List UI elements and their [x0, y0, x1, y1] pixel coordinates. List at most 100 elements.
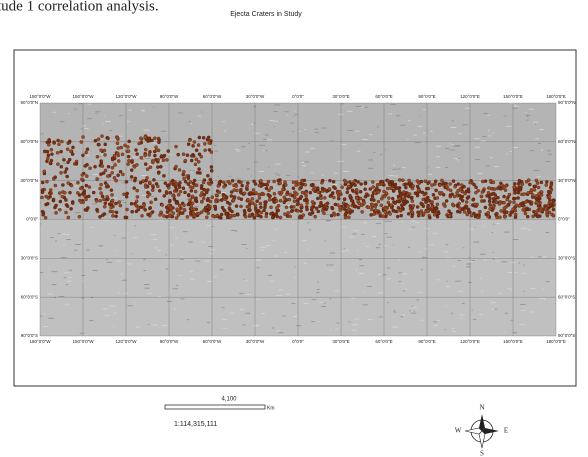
crater-point — [210, 169, 213, 172]
terrain-speck — [402, 315, 405, 316]
crater-point — [467, 190, 470, 193]
terrain-speck — [415, 142, 421, 143]
crater-point — [198, 212, 201, 215]
crater-point — [215, 194, 218, 197]
terrain-speck — [188, 256, 189, 257]
crater-point — [427, 209, 430, 212]
longitude-label: 60°0'0"E — [375, 94, 392, 99]
terrain-speck — [533, 170, 539, 171]
terrain-speck — [223, 328, 228, 329]
crater-point — [117, 159, 120, 162]
crater-point — [175, 216, 178, 219]
terrain-speck — [181, 299, 185, 300]
crater-point — [500, 209, 503, 212]
terrain-speck — [460, 318, 462, 319]
terrain-speck — [110, 306, 116, 307]
terrain-speck — [47, 294, 53, 295]
crater-point — [130, 169, 133, 172]
terrain-speck — [352, 234, 356, 235]
crater-point — [63, 191, 66, 194]
crater-point — [344, 213, 347, 216]
terrain-speck — [321, 128, 326, 129]
crater-point — [251, 197, 254, 200]
longitude-label: 150°0'0"W — [72, 339, 94, 344]
crater-point — [268, 198, 271, 201]
terrain-speck — [273, 121, 278, 122]
crater-point — [328, 179, 331, 182]
crater-point — [187, 143, 190, 146]
crater-point — [487, 211, 490, 214]
crater-point — [211, 214, 214, 217]
crater-point — [498, 202, 501, 205]
terrain-speck — [295, 114, 298, 115]
crater-point — [133, 187, 136, 190]
terrain-speck — [369, 134, 372, 135]
terrain-speck — [479, 314, 483, 315]
terrain-speck — [329, 270, 333, 271]
terrain-speck — [416, 300, 419, 301]
crater-point — [425, 200, 428, 203]
crater-point — [239, 205, 242, 208]
crater-point — [199, 194, 202, 197]
longitude-label: 90°0'0"E — [418, 94, 435, 99]
crater-point — [134, 177, 137, 180]
crater-point — [178, 181, 181, 184]
crater-point — [53, 141, 56, 144]
crater-point — [332, 185, 335, 188]
terrain-speck — [548, 154, 552, 155]
compass-s: S — [480, 450, 484, 457]
crater-point — [433, 210, 436, 213]
crater-point — [150, 139, 153, 142]
crater-point — [179, 190, 182, 193]
crater-point — [84, 198, 87, 201]
terrain-speck — [367, 286, 372, 287]
terrain-speck — [538, 256, 541, 257]
crater-point — [87, 195, 90, 198]
scale-ratio: 1:114,315,111 — [174, 421, 217, 428]
crater-point — [484, 206, 487, 209]
terrain-speck — [106, 214, 110, 215]
crater-point — [200, 200, 203, 203]
terrain-speck — [178, 113, 183, 114]
crater-point — [218, 181, 221, 184]
terrain-speck — [262, 313, 265, 314]
crater-point — [186, 215, 189, 218]
terrain-speck — [521, 310, 526, 311]
crater-point — [300, 186, 303, 189]
crater-point — [334, 203, 337, 206]
crater-point — [285, 198, 288, 201]
crater-point — [235, 205, 238, 208]
compass-needle — [479, 414, 485, 431]
terrain-speck — [153, 239, 157, 240]
terrain-speck — [418, 126, 422, 127]
crater-point — [135, 210, 138, 213]
terrain-speck — [81, 275, 85, 276]
terrain-speck — [222, 121, 225, 122]
crater-point — [149, 206, 152, 209]
terrain-speck — [483, 113, 488, 114]
crater-point — [187, 194, 190, 197]
terrain-speck — [334, 173, 338, 174]
crater-point — [314, 215, 317, 218]
terrain-speck — [379, 317, 383, 318]
crater-point — [275, 206, 278, 209]
terrain-speck — [174, 309, 177, 310]
crater-point — [172, 212, 175, 215]
crater-point — [286, 191, 289, 194]
crater-point — [169, 191, 172, 194]
terrain-speck — [541, 150, 543, 151]
crater-point — [497, 185, 500, 188]
terrain-speck — [144, 130, 150, 131]
crater-point — [370, 198, 373, 201]
crater-point — [319, 197, 322, 200]
crater-point — [345, 181, 348, 184]
terrain-speck — [207, 322, 210, 323]
crater-point — [151, 189, 154, 192]
crater-point — [195, 149, 198, 152]
crater-point — [492, 192, 495, 195]
crater-point — [182, 170, 185, 173]
crater-point — [513, 197, 516, 200]
crater-point — [248, 206, 251, 209]
crater-point — [214, 205, 217, 208]
terrain-speck — [523, 291, 524, 292]
